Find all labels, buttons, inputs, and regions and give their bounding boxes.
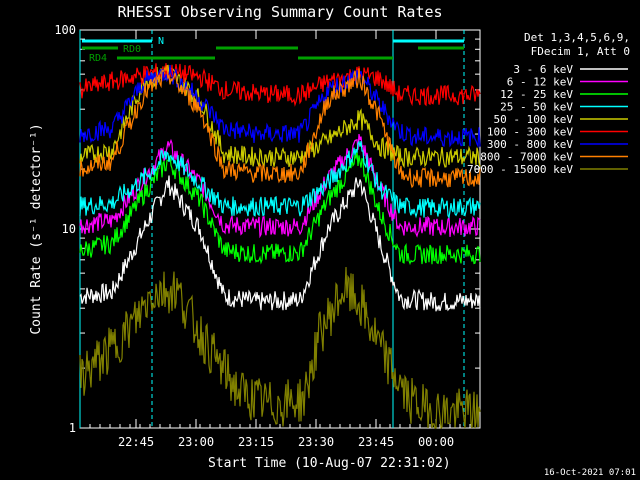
series-line — [79, 175, 481, 312]
legend-label: 100 - 300 keV — [487, 126, 573, 139]
rd4-label: RD4 — [89, 53, 107, 64]
x-axis-label: Start Time (10-Aug-07 22:31:02) — [208, 456, 451, 471]
y-axis-label: Count Rate (s⁻¹ detector⁻¹) — [29, 123, 44, 334]
legend-label: 800 - 7000 keV — [480, 151, 573, 164]
series-line — [79, 63, 481, 107]
timestamp: 16-Oct-2021 07:01 — [544, 468, 636, 478]
y-tick-label: 100 — [54, 23, 76, 37]
x-tick-label: 00:00 — [418, 435, 454, 449]
series-group — [79, 63, 481, 430]
legend: Det 1,3,4,5,6,9, FDecim 1, Att 0 3 - 6 k… — [467, 31, 630, 176]
x-tick-label: 23:15 — [238, 435, 274, 449]
x-tick-label: 23:30 — [298, 435, 334, 449]
y-tick-label: 1 — [69, 421, 76, 435]
rd0-label: RD0 — [123, 44, 141, 55]
series-line — [79, 64, 481, 169]
legend-header-2: FDecim 1, Att 0 — [531, 45, 630, 58]
chart-title: RHESSI Observing Summary Count Rates — [117, 3, 442, 21]
legend-label: 50 - 100 keV — [494, 113, 574, 126]
n-label: N — [158, 36, 164, 47]
x-tick-label: 22:45 — [118, 435, 154, 449]
x-tick-label: 23:00 — [178, 435, 214, 449]
series-line — [79, 65, 481, 149]
series-line — [79, 65, 481, 189]
x-tick-label: 23:45 — [358, 435, 394, 449]
legend-label: 6 - 12 keV — [507, 76, 574, 89]
y-tick-label: 10 — [62, 222, 76, 236]
legend-label: 7000 - 15000 keV — [467, 163, 573, 176]
x-axis: 22:45 23:00 23:15 23:30 23:45 00:00 — [79, 30, 481, 449]
series-line — [79, 266, 481, 430]
legend-header-1: Det 1,3,4,5,6,9, — [524, 31, 630, 44]
legend-label: 300 - 800 keV — [487, 138, 573, 151]
series-line — [79, 133, 481, 239]
series-line — [79, 140, 481, 219]
series-line — [79, 151, 481, 266]
legend-label: 12 - 25 keV — [500, 88, 573, 101]
legend-label: 3 - 6 keV — [513, 63, 573, 76]
legend-label: 25 - 50 keV — [500, 101, 573, 114]
